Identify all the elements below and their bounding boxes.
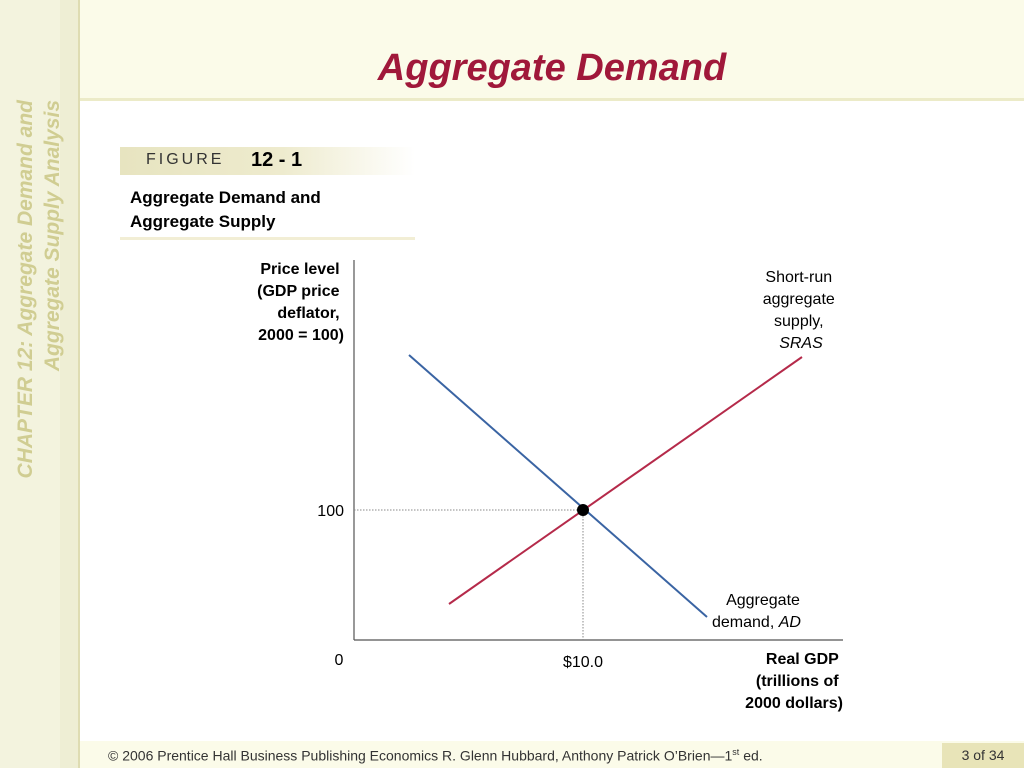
x-axis-label-line-2: (trillions of (756, 673, 839, 690)
footer-band (80, 741, 1024, 768)
figure-caption-line-2: Aggregate Supply (130, 212, 276, 231)
figure-caption: Aggregate Demand and Aggregate Supply (130, 186, 410, 234)
ad-curve (408, 354, 708, 618)
sras-label-line-2: aggregate (763, 291, 835, 308)
sidebar-inner-band (0, 0, 60, 768)
footer-credit: © 2006 Prentice Hall Business Publishing… (108, 747, 763, 764)
footer-credit-main: © 2006 Prentice Hall Business Publishing… (108, 747, 733, 764)
caption-divider (120, 237, 415, 240)
y-axis-label-line-2: (GDP price (257, 283, 340, 300)
x-axis-label-line-1: Real GDP (766, 651, 839, 668)
sidebar-band (0, 0, 80, 768)
figure-label-bar (120, 147, 415, 175)
equilibrium-point (577, 504, 589, 516)
ad-label-italic: AD (778, 614, 802, 631)
y-axis-label-line-1: Price level (260, 261, 339, 278)
figure-number: 12 - 1 (251, 149, 303, 171)
sras-label-italic: SRAS (779, 335, 823, 352)
figure-label: FIGURE (146, 151, 225, 168)
x-axis-label: Real GDP (trillions of 2000 dollars) (745, 651, 843, 712)
sras-curve (448, 356, 803, 605)
origin-label: 0 (335, 652, 344, 669)
sras-label-line-1: Short-run (765, 269, 832, 286)
figure-caption-line-1: Aggregate Demand and (130, 188, 321, 207)
y-axis-label-line-4: 2000 = 100) (258, 327, 344, 344)
page-indicator-box (942, 743, 1024, 768)
ad-label: Aggregate (726, 592, 800, 609)
ad-label-second-line: demand, AD (712, 614, 801, 631)
ad-label-line-2: demand, (712, 614, 779, 631)
y-axis-label: Price level (GDP price deflator, 2000 = … (257, 261, 344, 344)
y-axis-label-line-3: deflator, (277, 305, 339, 322)
x-axis-label-line-3: 2000 dollars) (745, 695, 843, 712)
slide-title: Aggregate Demand (377, 47, 727, 89)
page-indicator: 3 of 34 (961, 747, 1005, 763)
footer-credit-sup: st (732, 747, 740, 757)
sras-label-line-3: supply, (774, 313, 824, 330)
x-tick-label: $10.0 (563, 654, 603, 671)
header-band (0, 0, 1024, 101)
footer-credit-end: ed. (739, 747, 763, 764)
sras-label: Short-run aggregate supply, SRAS (763, 269, 840, 352)
ad-label-line-1: Aggregate (726, 592, 800, 609)
y-tick-label: 100 (317, 503, 344, 520)
